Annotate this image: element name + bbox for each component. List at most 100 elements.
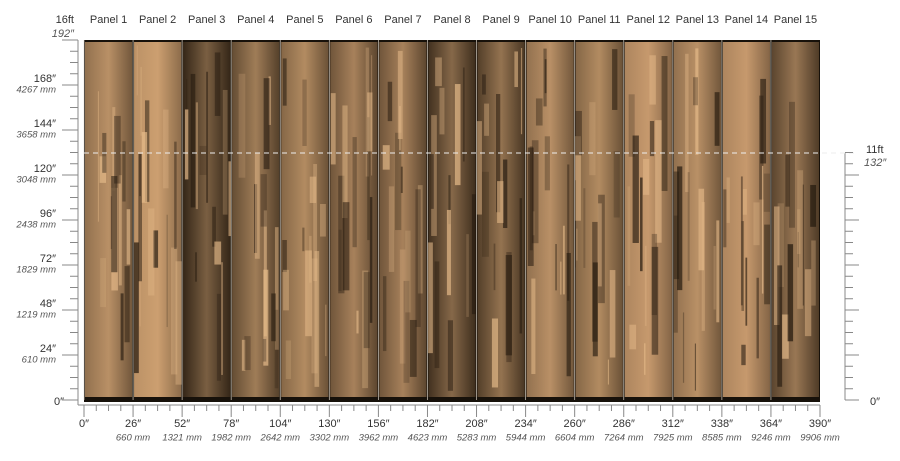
paint-streak <box>382 276 387 352</box>
paint-streak <box>695 48 699 155</box>
paint-streak <box>482 74 486 95</box>
paint-streak <box>797 209 801 255</box>
paint-streak <box>640 177 643 272</box>
paint-streak <box>682 312 685 383</box>
paint-streak <box>649 55 656 105</box>
bottom-in-label: 260″ <box>564 418 586 430</box>
left-in-label: 96″ <box>40 208 56 220</box>
paint-streak <box>811 240 816 306</box>
paint-streak <box>609 270 616 358</box>
paint-streak <box>527 147 534 267</box>
paint-streak <box>583 188 586 268</box>
left-in-label: 48″ <box>40 298 56 310</box>
paint-streak <box>745 257 748 326</box>
paint-streak <box>254 184 258 253</box>
paint-streak <box>138 153 142 282</box>
bottom-in-label: 78″ <box>223 418 239 430</box>
paint-streak <box>405 230 411 313</box>
left-in-label: 72″ <box>40 253 56 265</box>
paint-streak <box>99 156 107 183</box>
paint-streak <box>446 209 451 296</box>
bottom-in-label: 390″ <box>809 418 831 430</box>
artwork <box>83 40 819 400</box>
paint-streak <box>713 245 716 310</box>
paint-streak <box>184 109 189 180</box>
panel-label: Panel 10 <box>528 14 571 26</box>
left-mm-label: 3048 mm <box>16 175 56 186</box>
paint-streak <box>124 266 130 343</box>
panel-label: Panel 11 <box>578 14 621 26</box>
paint-streak <box>260 174 267 227</box>
paint-streak <box>309 176 317 203</box>
paint-streak <box>282 240 287 273</box>
paint-streak <box>514 51 519 88</box>
paint-streak <box>661 56 668 191</box>
paint-streak <box>764 224 770 305</box>
paint-streak <box>338 229 342 292</box>
paint-streak <box>802 184 804 306</box>
paint-streak <box>651 233 658 316</box>
paint-streak <box>417 185 423 294</box>
paint-streak <box>285 340 292 380</box>
paint-streak <box>387 81 393 122</box>
left-ft-label: 16ft <box>56 14 74 26</box>
paint-streak <box>632 135 639 243</box>
paint-streak <box>136 45 138 96</box>
paint-streak <box>773 206 780 326</box>
paint-streak <box>607 359 609 385</box>
paint-streak <box>555 244 557 291</box>
paint-streak <box>330 93 336 165</box>
paint-streak <box>195 102 198 210</box>
paint-streak <box>185 78 188 116</box>
paint-streak <box>268 76 271 125</box>
paint-streak <box>338 175 345 294</box>
paint-streak <box>810 184 817 227</box>
paint-streak <box>388 186 395 272</box>
paint-streak <box>430 154 434 209</box>
paint-streak <box>122 141 126 202</box>
left-mm-label: 3658 mm <box>16 130 56 141</box>
paint-streak <box>544 59 547 94</box>
paint-streak <box>562 225 565 295</box>
paint-streak <box>566 252 571 377</box>
paint-streak <box>505 255 513 356</box>
panel-shade <box>428 42 476 397</box>
paint-streak <box>283 269 289 311</box>
paint-streak <box>228 161 231 237</box>
bottom-mm-label: 1321 mm <box>162 433 202 444</box>
paint-streak <box>221 262 223 375</box>
paint-streak <box>342 105 348 219</box>
paint-streak <box>305 250 312 337</box>
paint-streak <box>497 181 504 223</box>
paint-streak <box>111 176 118 273</box>
paint-streak <box>760 78 767 164</box>
paint-streak <box>506 252 512 363</box>
paint-streak <box>434 261 440 369</box>
paint-streak <box>400 166 403 194</box>
paint-streak <box>274 309 279 389</box>
bottom-mm-label: 6604 mm <box>555 433 595 444</box>
left-in-label: 168″ <box>34 73 56 85</box>
paint-streak <box>677 166 683 291</box>
paint-streak <box>428 242 433 354</box>
left-in-label: 120″ <box>34 163 56 175</box>
panel-label: Panel 3 <box>188 14 225 26</box>
paint-streak <box>241 339 246 371</box>
paint-streak <box>761 165 764 294</box>
paint-streak <box>313 164 318 282</box>
bottom-in-label: 338″ <box>711 418 733 430</box>
bottom-in-label: 130″ <box>318 418 340 430</box>
bottom-mm-label: 2642 mm <box>259 433 300 444</box>
left-in-label: 192″ <box>52 28 75 40</box>
paint-streak <box>140 66 142 136</box>
paint-streak <box>397 50 403 140</box>
paint-streak <box>431 115 437 236</box>
panel-shade <box>134 42 182 397</box>
paint-streak <box>342 202 350 291</box>
panel-label: Panel 2 <box>139 14 176 26</box>
paint-streak <box>362 270 369 389</box>
panel-shade <box>281 42 329 397</box>
panel-label: Panel 15 <box>774 14 817 26</box>
paint-streak <box>687 172 690 281</box>
paint-streak <box>655 120 662 243</box>
